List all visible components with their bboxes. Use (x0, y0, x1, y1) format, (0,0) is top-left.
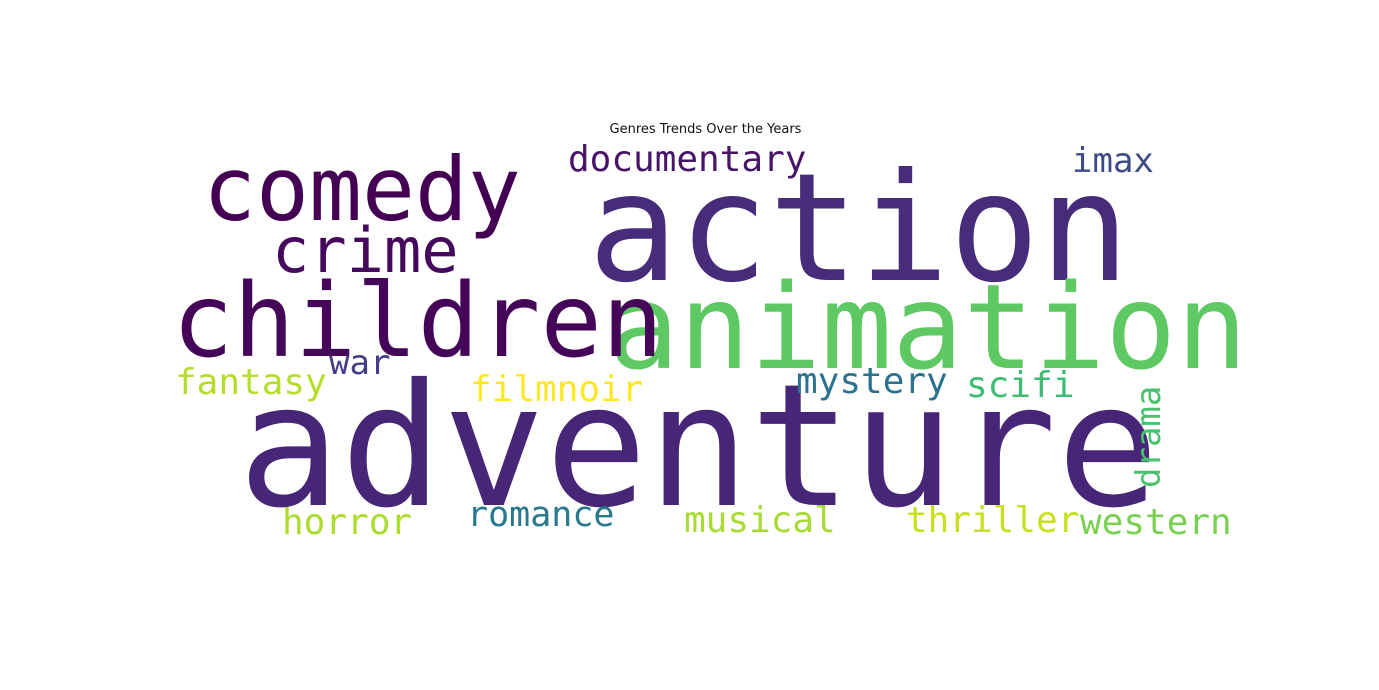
word-fantasy: fantasy (175, 362, 327, 403)
word-drama: drama (1129, 386, 1169, 488)
word-imax: imax (1072, 141, 1154, 181)
word-war: war (329, 343, 390, 383)
word-action: action (588, 142, 1130, 316)
word-musical: musical (684, 500, 836, 541)
word-filmnoir: filmnoir (470, 369, 643, 410)
word-animation: animation (608, 258, 1247, 396)
word-crime: crime (272, 214, 459, 287)
word-adventure: adventure (238, 348, 1159, 546)
word-romance: romance (467, 495, 615, 535)
word-western: western (1080, 502, 1232, 543)
word-mystery: mystery (796, 361, 948, 402)
word-comedy: comedy (203, 138, 521, 241)
word-children: children (172, 262, 663, 381)
word-thriller: thriller (906, 500, 1079, 541)
word-scifi: scifi (966, 365, 1074, 406)
chart-title: Genres Trends Over the Years (609, 122, 802, 137)
word-documentary: documentary (568, 139, 806, 180)
word-horror: horror (282, 502, 412, 543)
